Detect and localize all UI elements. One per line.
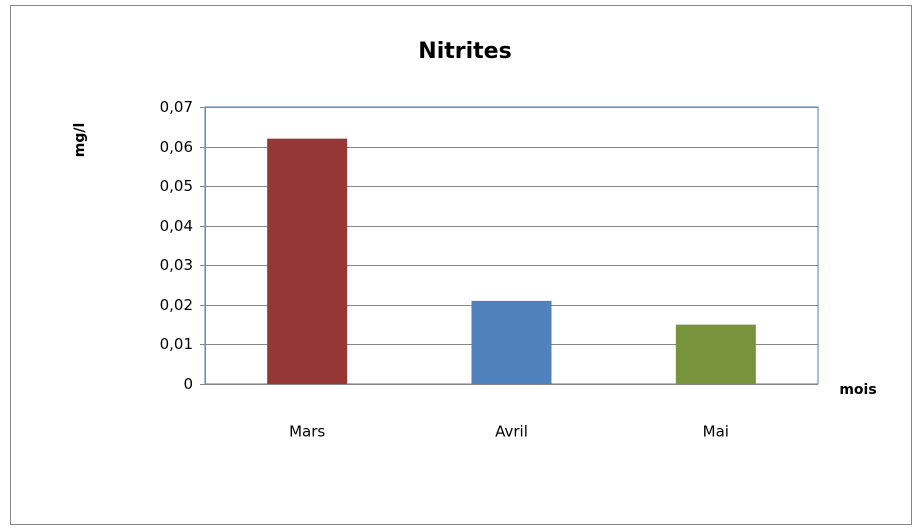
y-tick-label: 0,03: [160, 256, 193, 274]
bar: [267, 138, 348, 384]
y-tick-label: 0,04: [160, 217, 193, 235]
y-axis-label: mg/l: [72, 123, 88, 158]
x-tick-label: Avril: [495, 423, 528, 441]
bar: [675, 324, 756, 384]
chart-title: Nitrites: [418, 39, 511, 64]
bar: [471, 300, 552, 384]
y-tick-label: 0,02: [160, 296, 193, 314]
y-tick-label: 0,06: [160, 138, 193, 156]
y-tick-label: 0,01: [160, 335, 193, 353]
y-tick-label: 0: [183, 375, 193, 393]
x-axis-label: mois: [839, 382, 876, 398]
x-tick-label: Mars: [289, 423, 325, 441]
x-tick-label: Mai: [703, 423, 729, 441]
y-tick-label: 0,07: [160, 98, 193, 116]
y-tick-label: 0,05: [160, 177, 193, 195]
